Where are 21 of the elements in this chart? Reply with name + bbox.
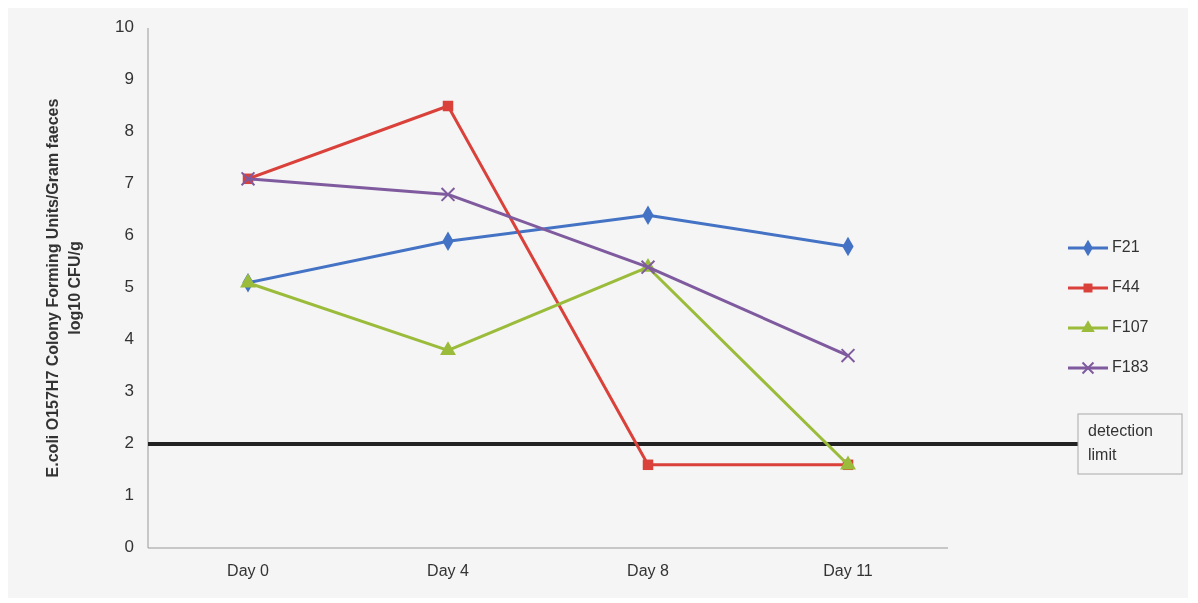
y-tick-label: 6 [124, 225, 134, 245]
ref-line-label: detection limit [1088, 422, 1153, 463]
x-tick-label: Day 11 [823, 562, 873, 579]
legend-label: F183 [1112, 358, 1149, 376]
x-tick-label: Day 4 [427, 562, 469, 579]
legend-label: F44 [1112, 278, 1140, 296]
y-tick-label: 7 [124, 173, 134, 193]
y-axis-title: E.coli O157H7 Colony Forming Units/Gram faeces log10 CFU/g [44, 98, 83, 478]
y-tick-label: 8 [124, 121, 134, 141]
y-tick-label: 0 [124, 537, 134, 557]
y-tick-label: 10 [115, 17, 134, 37]
x-tick-label: Day 0 [227, 562, 269, 579]
y-tick-label: 4 [124, 329, 134, 349]
legend-label: F21 [1112, 238, 1140, 256]
y-tick-label: 9 [124, 69, 134, 89]
y-tick-label: 1 [124, 485, 134, 505]
legend-label: F107 [1112, 318, 1149, 336]
y-tick-label: 3 [124, 381, 134, 401]
y-tick-label: 2 [124, 433, 134, 453]
y-tick-label: 5 [124, 277, 134, 297]
x-tick-label: Day 8 [627, 562, 669, 579]
